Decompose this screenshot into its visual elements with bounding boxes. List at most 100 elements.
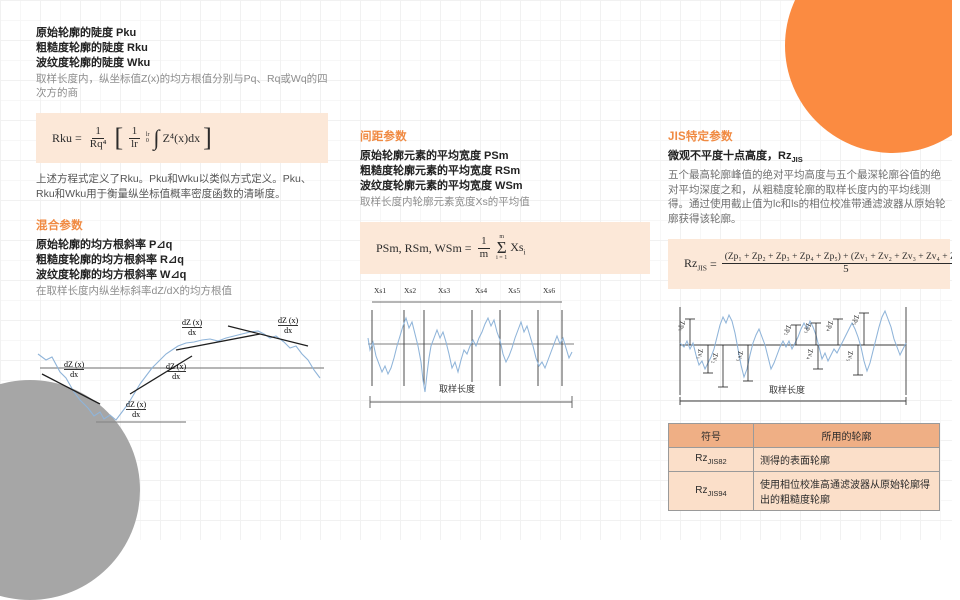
- spacing-chart-axis-label: 取样长度: [436, 382, 479, 396]
- psm-term-sub: i: [523, 247, 526, 257]
- jis-params-heading: JIS特定参数: [668, 131, 733, 143]
- zp-label-4: Zp₄: [826, 321, 834, 332]
- xs-label-2: Xs2: [404, 286, 417, 296]
- table-symbol-sub-1: JIS82: [707, 457, 727, 467]
- rku-coef-numerator: 1: [92, 125, 104, 139]
- psm-fraction: 1 m: [477, 236, 492, 260]
- slope-label-4-den: dx: [188, 328, 197, 337]
- rku-integrand: Z⁴(x)dx: [162, 130, 201, 145]
- slope-label-3-den: dx: [172, 372, 181, 381]
- zv-label-4: Zv₄: [806, 349, 814, 360]
- psm-formula-lhs: PSm, RSm, WSm =: [376, 240, 472, 255]
- mixed-param-1: 原始轮廓的均方根斜率 P⊿q: [36, 239, 173, 251]
- jis-description: 五个最高轮廓峰值的绝对平均高度与五个最深轮廓谷值的绝对平均深度之和，从粗糙度轮廓…: [668, 169, 946, 225]
- zp-label-5: Zp₅: [852, 315, 860, 326]
- rzjis-formula: RzJIS = (Zp₁ + Zp₂ + Zp₃ + Zp₄ + Zp₅) + …: [684, 252, 960, 276]
- rzjis-denominator: 5: [843, 262, 849, 275]
- left-column: 原始轮廓的陡度 Pku 粗糙度轮廓的陡度 Rku 波纹度轮廓的陡度 Wku 取样…: [36, 26, 328, 427]
- zv-label-2: Zv₂: [711, 353, 719, 364]
- table-symbol-sub-2: JIS94: [707, 488, 727, 498]
- slope-label-3-num: dZ (x): [166, 362, 187, 372]
- rzjis-lhs: RzJIS: [684, 256, 707, 272]
- jis-profile-chart: Zp₁ Zp₂ Zp₃ Zp₄ Zp₅ Zv₁ Zv₂ Zv₃ Zv₄ Zv₅ …: [668, 303, 950, 409]
- rzjis-equals: =: [709, 256, 717, 271]
- sigma-lower-limit: i = 1: [496, 255, 508, 262]
- xs-label-5: Xs5: [508, 286, 521, 296]
- integral-lower-limit: 0: [145, 138, 149, 144]
- mixed-param-3: 波纹度轮廓的均方根斜率 W⊿q: [36, 269, 187, 281]
- zp-label-1: Zp₁: [678, 321, 686, 332]
- psm-term: Xsi: [510, 240, 525, 256]
- rku-coef-denominator: Rq⁴: [89, 137, 107, 150]
- slope-label-2-num: dZ (x): [126, 400, 147, 410]
- table-cell-symbol-2: RzJIS94: [668, 471, 754, 512]
- psm-numerator: 1: [478, 236, 490, 249]
- spacing-params-heading: 间距参数: [360, 131, 407, 143]
- integral-upper-limit: lr: [145, 132, 150, 138]
- left-note: 上述方程式定义了Rku。Pku和Wku以类似方式定义。Pku、Rku和Wku用于…: [36, 173, 312, 200]
- middle-column: 间距参数 原始轮廓元素的平均宽度 PSm 粗糙度轮廓元素的平均宽度 RSm 波纹…: [360, 128, 650, 409]
- table-cell-symbol-1: RzJIS82: [668, 447, 754, 473]
- psm-denominator: m: [479, 247, 489, 260]
- rzjis-fraction: (Zp₁ + Zp₂ + Zp₃ + Zp₄ + Zp₅) + (Zv₁ + Z…: [721, 252, 960, 276]
- left-description: 取样长度内，纵坐标值Z(x)的均方根值分别与Pq、Rq或Wq的四次方的商: [36, 73, 328, 99]
- left-param-3: 波纹度轮廓的陡度 Wku: [36, 57, 151, 69]
- slope-label-2: dZ (x) dx: [126, 400, 147, 419]
- spacing-param-1: 原始轮廓元素的平均宽度 PSm: [360, 150, 509, 162]
- jis-chart-axis-label: 取样长度: [766, 383, 809, 397]
- table-cell-profile-1: 测得的表面轮廓: [753, 447, 940, 473]
- table-row: RzJIS94 使用相位校准高通滤波器从原始轮廓得出的粗糙度轮廓: [668, 471, 940, 512]
- zv-label-3: Zv₃: [736, 351, 744, 362]
- right-edge-mask: [952, 0, 960, 540]
- slope-label-2-den: dx: [132, 410, 141, 419]
- mixed-params-heading: 混合参数: [36, 220, 83, 232]
- slope-label-5-num: dZ (x): [278, 316, 299, 326]
- spacing-param-3: 波纹度轮廓元素的平均宽度 WSm: [360, 180, 523, 192]
- psm-formula-box: PSm, RSm, WSm = 1 m m Σ i = 1 Xsi: [360, 222, 650, 275]
- rku-formula-lhs: Rku =: [52, 130, 82, 145]
- table-symbol-base-1: Rz: [695, 453, 708, 465]
- zp-label-2: Zp₂: [784, 325, 792, 336]
- table-header-profile: 所用的轮廓: [753, 423, 940, 449]
- integral-limits: lr 0: [146, 132, 150, 144]
- mixed-param-2: 粗糙度轮廓的均方根斜率 R⊿q: [36, 254, 184, 266]
- table-symbol-base-2: Rz: [695, 484, 708, 496]
- spacing-description: 取样长度内轮廓元素宽度Xs的平均值: [360, 196, 530, 208]
- bracket-open-icon: [: [114, 122, 124, 152]
- zv-label-5: Zv₅: [846, 351, 854, 362]
- psm-formula: PSm, RSm, WSm = 1 m m Σ i = 1 Xsi: [376, 234, 526, 262]
- table-header-symbol: 符号: [668, 423, 754, 449]
- rzjis-lhs-sub: JIS: [697, 263, 707, 273]
- sigma-upper-limit: m: [499, 234, 504, 240]
- left-param-2: 粗糙度轮廓的陡度 Rku: [36, 42, 148, 54]
- jis-symbol-table: 符号 所用的轮廓 RzJIS82 测得的表面轮廓 RzJIS94 使用相位校准高…: [668, 423, 940, 512]
- mixed-description: 在取样长度内纵坐标斜率dZ/dX的均方根值: [36, 285, 233, 297]
- slope-label-1-den: dx: [70, 370, 79, 379]
- summation-group: m Σ i = 1: [496, 234, 507, 262]
- jis-param-title-text: 微观不平度十点高度，Rz: [668, 150, 792, 162]
- slope-profile-chart: dZ (x) dx dZ (x) dx dZ (x) dx dZ (x) dx …: [36, 312, 328, 427]
- table-row: RzJIS82 测得的表面轮廓: [668, 447, 940, 473]
- rku-inner-denominator: lr: [131, 137, 138, 150]
- spacing-param-2: 粗糙度轮廓元素的平均宽度 RSm: [360, 165, 521, 177]
- rku-inner-numerator: 1: [128, 125, 141, 139]
- xs-label-3: Xs3: [438, 286, 451, 296]
- left-param-1: 原始轮廓的陡度 Pku: [36, 27, 137, 39]
- xs-label-4: Xs4: [475, 286, 488, 296]
- slope-label-1-num: dZ (x): [64, 360, 85, 370]
- rku-inner-fraction: 1 lr: [128, 125, 141, 150]
- slope-label-1: dZ (x) dx: [64, 360, 85, 379]
- rku-formula: Rku = 1 Rq⁴ [ 1 lr lr 0 ∫ Z⁴(x)dx ]: [52, 122, 212, 152]
- sigma-icon: Σ: [496, 238, 507, 257]
- slope-label-5: dZ (x) dx: [278, 316, 299, 335]
- slope-label-5-den: dx: [284, 326, 293, 335]
- rku-coefficient-fraction: 1 Rq⁴: [87, 125, 110, 150]
- psm-term-base: Xs: [510, 240, 524, 255]
- table-cell-profile-2: 使用相位校准高通滤波器从原始轮廓得出的粗糙度轮廓: [753, 471, 940, 512]
- slope-label-3: dZ (x) dx: [166, 362, 187, 381]
- bracket-close-icon: ]: [203, 122, 212, 152]
- spacing-profile-chart: Xs1 Xs2 Xs3 Xs4 Xs5 Xs6 取样长度: [360, 286, 650, 409]
- xs-label-6: Xs6: [543, 286, 556, 296]
- rzjis-lhs-base: Rz: [684, 255, 698, 270]
- jis-param-title-sub: JIS: [791, 155, 803, 165]
